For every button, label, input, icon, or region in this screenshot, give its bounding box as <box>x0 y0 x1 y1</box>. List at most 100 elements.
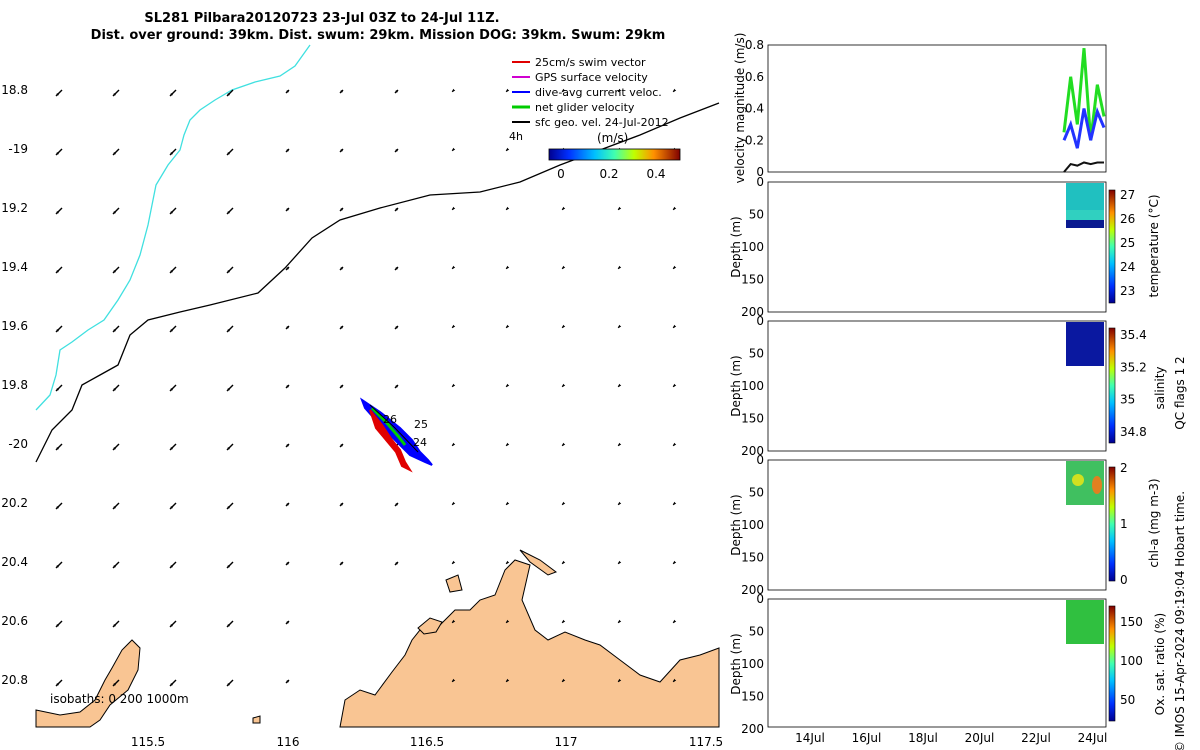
depth-tick-label: 0 <box>756 453 764 467</box>
geo-arrow-head <box>286 326 289 329</box>
geo-arrow-head <box>673 324 677 328</box>
geo-arrow-head <box>452 383 456 387</box>
geo-arrow-head <box>618 88 622 92</box>
geo-arrow-head <box>227 93 230 96</box>
geo-arrow-head <box>395 90 398 93</box>
geo-arrow-head <box>673 88 677 92</box>
legend-geo-label: sfc geo. vel. 24-Jul-2012 <box>535 116 669 129</box>
geo-arrow-head <box>673 501 677 505</box>
colorbar-tick-0: 0 <box>557 167 565 181</box>
glider-track <box>359 397 433 473</box>
velocity-y-tick-label: 0 <box>756 165 764 179</box>
geo-arrow-head <box>618 501 622 505</box>
geo-arrow-head <box>170 565 173 568</box>
geo-arrow-head <box>286 208 289 211</box>
geo-arrow-head <box>506 324 510 328</box>
colorbar-unit: (m/s) <box>597 131 628 145</box>
salinity-panel <box>767 320 1116 452</box>
geo-arrow-head <box>170 152 173 155</box>
map-y-tick-label: 19.4 <box>1 260 28 274</box>
temperature-label: temperature (°C) <box>1147 195 1161 298</box>
geo-arrow-head <box>452 324 456 328</box>
geo-arrow-head <box>452 147 456 151</box>
geo-arrow-head <box>618 560 622 564</box>
velocity-series-line <box>1063 161 1104 173</box>
velocity-y-tick-label: 0.8 <box>745 38 764 52</box>
geo-arrow-head <box>340 267 343 270</box>
time-tick-label: 24Jul <box>1078 731 1108 745</box>
velocity-y-tick-label: 0.4 <box>745 102 764 116</box>
depth-tick-label: 100 <box>741 518 764 532</box>
oxygen-colorbar-tick: 50 <box>1120 693 1135 707</box>
geo-arrow-head <box>452 206 456 210</box>
geo-arrow-head <box>56 447 59 450</box>
geo-arrow-head <box>113 388 116 391</box>
geo-arrow-head <box>506 560 510 564</box>
chla-hotspot <box>1092 476 1102 494</box>
map-y-tick-label: 20.6 <box>1 614 28 628</box>
map-panel: 26 25 24 25cm/s swim vector GPS surface … <box>1 44 723 749</box>
depth-axis-label: Depth (m) <box>729 355 743 416</box>
map-y-tick-label: -20 <box>8 437 28 451</box>
temperature-colorbar-tick: 24 <box>1120 260 1135 274</box>
depth-tick-label: 50 <box>749 208 764 222</box>
colorbar-tick-1: 0.2 <box>599 167 618 181</box>
depth-tick-label: 0 <box>756 314 764 328</box>
land-island-4 <box>519 549 558 576</box>
geo-arrow-head <box>395 149 398 152</box>
geo-arrow-head <box>227 388 230 391</box>
geo-arrow-head <box>562 206 566 210</box>
map-y-tick-label: 20.2 <box>1 496 28 510</box>
geo-arrow-head <box>562 383 566 387</box>
geo-arrow-head <box>286 562 289 565</box>
time-tick-label: 22Jul <box>1021 731 1051 745</box>
depth-tick-label: 150 <box>741 551 764 565</box>
geo-arrow-head <box>56 329 59 332</box>
geo-arrow-head <box>227 565 230 568</box>
depth-tick-label: 50 <box>749 347 764 361</box>
depth-axis-label: Depth (m) <box>729 633 743 694</box>
geo-arrow-head <box>286 149 289 152</box>
geo-arrow-head <box>170 683 173 686</box>
geo-arrow-head <box>113 624 116 627</box>
geo-arrow-head <box>170 329 173 332</box>
geo-arrow-head <box>286 444 289 447</box>
legend-note: 4h <box>509 130 523 143</box>
geo-arrow-head <box>673 442 677 446</box>
salinity-label: salinity <box>1153 366 1167 409</box>
geo-arrow-head <box>227 329 230 332</box>
geo-arrow-head <box>673 265 677 269</box>
geo-arrow-head <box>56 506 59 509</box>
map-y-tick-label: 20.4 <box>1 555 28 569</box>
geo-arrow-head <box>286 680 289 683</box>
geo-arrow-head <box>673 619 677 623</box>
geo-arrow-head <box>340 562 343 565</box>
velocity-series: 0 0.2 0.4 0.6 0.8 <box>745 38 1106 179</box>
geo-arrow-head <box>673 383 677 387</box>
geo-arrow-head <box>452 619 456 623</box>
velocity-y-tick-label: 0.2 <box>745 133 764 147</box>
geo-arrow-head <box>56 152 59 155</box>
velocity-y-tick-label: 0.6 <box>745 70 764 84</box>
geo-arrow-head <box>506 442 510 446</box>
geo-arrow-head <box>227 447 230 450</box>
geo-arrow-head <box>506 678 510 682</box>
day-label-26: 26 <box>383 413 397 426</box>
velocity-series-line <box>1062 106 1106 149</box>
geo-arrow-head <box>113 565 116 568</box>
geo-arrow-head <box>113 329 116 332</box>
geo-arrow-head <box>56 683 59 686</box>
temperature-colorbar-tick: 25 <box>1120 236 1135 250</box>
geo-arrow-head <box>227 152 230 155</box>
depth-tick-label: 100 <box>741 379 764 393</box>
geo-arrow-head <box>562 678 566 682</box>
salinity-colorbar-tick: 34.8 <box>1120 425 1147 439</box>
geo-arrow-head <box>506 619 510 623</box>
depth-tick-label: 100 <box>741 240 764 254</box>
salinity-data <box>1066 322 1104 366</box>
chla-colorbar <box>1108 466 1116 582</box>
legend-swim-label: 25cm/s swim vector <box>535 56 646 69</box>
colorbar-tick-2: 0.4 <box>646 167 665 181</box>
geo-arrow-head <box>340 90 343 93</box>
